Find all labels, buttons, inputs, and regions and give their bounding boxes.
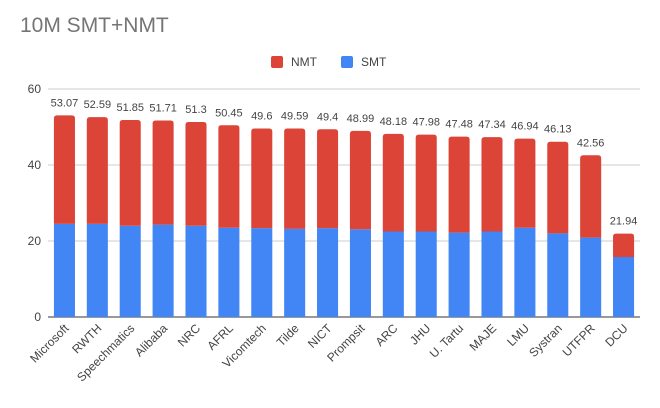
legend: NMT SMT — [271, 55, 387, 69]
data-label-total: 48.99 — [347, 113, 375, 125]
bar-nmt-13 — [481, 137, 503, 232]
y-tick-label: 20 — [28, 234, 42, 248]
bar-smt-4 — [185, 225, 207, 317]
y-tick-label: 0 — [34, 310, 41, 324]
x-tick-label: Speechmatics — [74, 321, 137, 384]
bar-nmt-14 — [514, 138, 536, 228]
legend-label-nmt: NMT — [291, 55, 318, 69]
bar-smt-13 — [481, 231, 503, 317]
x-tick-label: Tilde — [274, 321, 302, 349]
bar-smt-6 — [251, 228, 273, 317]
bar-smt-11 — [415, 231, 437, 317]
bar-nmt-7 — [284, 128, 306, 229]
data-label-total: 46.13 — [544, 124, 572, 136]
x-tick-label: ARC — [373, 321, 401, 349]
bar-nmt-5 — [218, 125, 240, 228]
x-tick-label: LMU — [504, 321, 532, 349]
bar-nmt-17 — [613, 233, 635, 257]
bar-nmt-0 — [53, 115, 75, 224]
bar-smt-7 — [284, 228, 306, 317]
bar-smt-0 — [53, 223, 75, 317]
bar-smt-1 — [86, 223, 108, 317]
bar-nmt-9 — [349, 130, 371, 230]
bar-smt-12 — [448, 232, 470, 317]
bar-nmt-12 — [448, 136, 470, 233]
x-tick-label: DCU — [602, 321, 630, 349]
y-tick-label: 40 — [28, 158, 42, 172]
bar-nmt-6 — [251, 128, 273, 229]
data-label-total: 21.94 — [610, 216, 638, 228]
bar-smt-17 — [613, 256, 635, 317]
data-label-total: 50.45 — [215, 107, 243, 119]
bar-smt-16 — [580, 237, 602, 317]
bar-layer — [53, 115, 635, 317]
data-label-total: 53.07 — [51, 97, 79, 109]
bar-nmt-8 — [317, 129, 339, 229]
bar-smt-5 — [218, 227, 240, 317]
bar-smt-14 — [514, 227, 536, 317]
data-label-total: 51.85 — [116, 102, 144, 114]
x-tick-label: Microsoft — [27, 321, 72, 366]
data-label-total: 47.98 — [412, 117, 440, 129]
bar-smt-3 — [152, 224, 174, 317]
legend-swatch-smt — [341, 56, 353, 68]
data-label-total: 46.94 — [511, 121, 539, 133]
data-label-total: 48.18 — [380, 116, 408, 128]
bar-nmt-2 — [119, 119, 141, 226]
legend-swatch-nmt — [271, 56, 283, 68]
bar-nmt-15 — [547, 141, 569, 234]
x-tick-label: JHU — [407, 321, 433, 347]
x-tick-label: NRC — [175, 321, 204, 350]
bar-nmt-11 — [415, 134, 437, 232]
bar-smt-8 — [317, 228, 339, 317]
x-tick-label: U. Tartu — [427, 321, 466, 360]
bar-smt-10 — [382, 231, 404, 317]
data-label-total: 47.34 — [478, 119, 506, 131]
bar-smt-2 — [119, 225, 141, 317]
bar-smt-15 — [547, 233, 569, 317]
data-label-total: 42.56 — [577, 137, 605, 149]
legend-label-smt: SMT — [361, 55, 387, 69]
data-label-total: 47.48 — [445, 119, 473, 131]
data-label-total: 49.59 — [281, 111, 309, 123]
x-tick-label: MAJE — [467, 321, 500, 354]
bar-nmt-3 — [152, 120, 174, 225]
y-tick-label: 60 — [28, 82, 42, 96]
bar-nmt-4 — [185, 122, 207, 226]
x-tick-label: UTFPR — [560, 321, 598, 359]
bar-smt-9 — [349, 229, 371, 317]
bar-nmt-16 — [580, 155, 602, 238]
data-label-total: 49.4 — [317, 111, 338, 123]
data-label-total: 52.59 — [84, 99, 112, 111]
data-label-total: 51.71 — [149, 103, 177, 115]
data-label-total: 51.3 — [185, 104, 206, 116]
grid-layer — [48, 88, 640, 318]
bar-nmt-1 — [86, 117, 108, 224]
x-tick-label: Systran — [526, 321, 565, 360]
bar-nmt-10 — [382, 133, 404, 232]
x-tick-label: NICT — [305, 321, 335, 351]
chart-title: 10M SMT+NMT — [20, 14, 169, 37]
x-tick-label: Alibaba — [132, 321, 170, 359]
data-label-total: 49.6 — [251, 111, 272, 123]
